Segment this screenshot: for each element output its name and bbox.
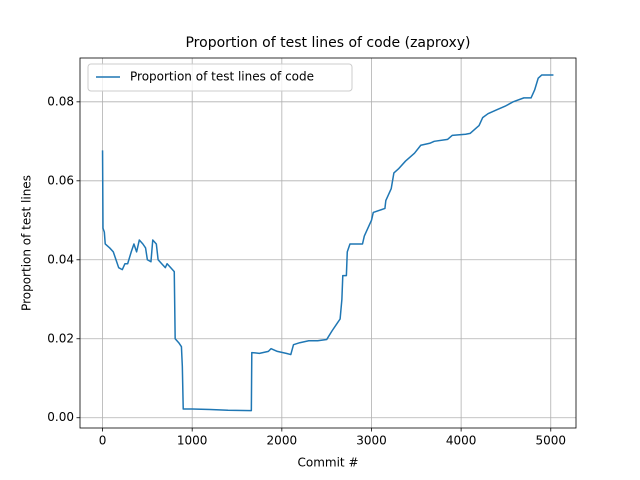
y-axis-label: Proportion of test lines	[20, 175, 34, 311]
y-tick-label: 0.08	[47, 94, 74, 108]
legend-box	[87, 63, 353, 92]
y-tick-label: 0.04	[47, 252, 74, 266]
legend-label: Proportion of test lines of code	[130, 70, 314, 84]
y-tick-label: 0.06	[47, 173, 74, 187]
data-line	[101, 74, 554, 412]
x-tick-label: 0	[99, 434, 107, 448]
plot-frame	[79, 57, 577, 429]
x-tick-label: 5000	[535, 434, 566, 448]
x-tick-label: 2000	[267, 434, 298, 448]
y-tick-label: 0.02	[47, 331, 74, 345]
y-tick-label: 0.00	[47, 410, 74, 424]
x-tick-label: 1000	[177, 434, 208, 448]
x-tick-label: 4000	[446, 434, 477, 448]
chart-title: Proportion of test lines of code (zaprox…	[185, 35, 470, 51]
x-axis-label: Commit #	[297, 456, 358, 470]
x-tick-label: 3000	[356, 434, 387, 448]
